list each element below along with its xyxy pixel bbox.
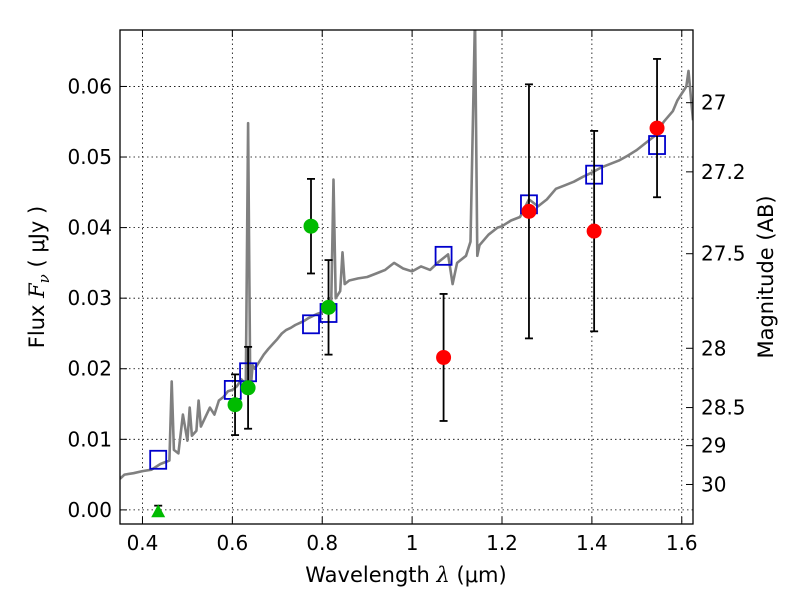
model-photometry-square bbox=[149, 449, 168, 470]
y-tick-label: 0.00 bbox=[67, 498, 112, 522]
x-tick-label: 0.4 bbox=[127, 531, 159, 555]
x-tick-label: 1.6 bbox=[666, 531, 698, 555]
upper-limit-triangle bbox=[151, 504, 166, 518]
nir-data-point bbox=[586, 223, 602, 239]
y-tick-label: 0.01 bbox=[67, 427, 112, 451]
y-tick-label: 0.06 bbox=[67, 74, 112, 98]
nir-data-point bbox=[649, 120, 665, 136]
x-tick-label: 1.2 bbox=[486, 531, 518, 555]
optical-data-point bbox=[321, 299, 337, 315]
y-tick-label: 0.04 bbox=[67, 216, 112, 240]
y2-tick-label: 27.2 bbox=[701, 160, 746, 184]
x-axis-label: Wavelength λ (μm) bbox=[305, 563, 506, 587]
optical-data-point bbox=[303, 218, 319, 234]
y-tick-label: 0.05 bbox=[67, 145, 112, 169]
y2-tick-label: 28.5 bbox=[701, 396, 746, 420]
model-photometry-square bbox=[434, 245, 453, 266]
y2-tick-label: 27.5 bbox=[701, 242, 746, 266]
y2-axis-label: Magnitude (AB) bbox=[754, 195, 778, 358]
plot-frame bbox=[119, 29, 694, 525]
model-spectrum-line bbox=[120, 30, 693, 480]
plot-area bbox=[120, 30, 693, 518]
optical-data-point bbox=[227, 397, 243, 413]
y-tick-label: 0.02 bbox=[67, 357, 112, 381]
y-tick-label: 0.03 bbox=[67, 286, 112, 310]
y2-tick-label: 27 bbox=[701, 91, 726, 115]
x-tick-label: 0.6 bbox=[216, 531, 248, 555]
axes: 0.4 0.6 0.8 1 1.2 1.4 1.6 0.00 0.01 0.02 0.03 0.04 0… bbox=[67, 30, 746, 555]
nir-data-point bbox=[436, 349, 452, 365]
optical-data-point bbox=[240, 380, 256, 396]
model-photometry-square bbox=[302, 314, 320, 335]
grid-lines bbox=[120, 30, 693, 524]
y2-tick-label: 29 bbox=[701, 434, 726, 458]
y2-tick-label: 30 bbox=[701, 472, 726, 496]
nir-data-point bbox=[521, 203, 537, 219]
x-tick-label: 1 bbox=[406, 531, 419, 555]
x-tick-label: 1.4 bbox=[576, 531, 608, 555]
y2-tick-label: 28 bbox=[701, 336, 726, 360]
x-tick-label: 0.8 bbox=[306, 531, 338, 555]
y-axis-label: Flux Fν ( μJy ) bbox=[25, 206, 53, 348]
